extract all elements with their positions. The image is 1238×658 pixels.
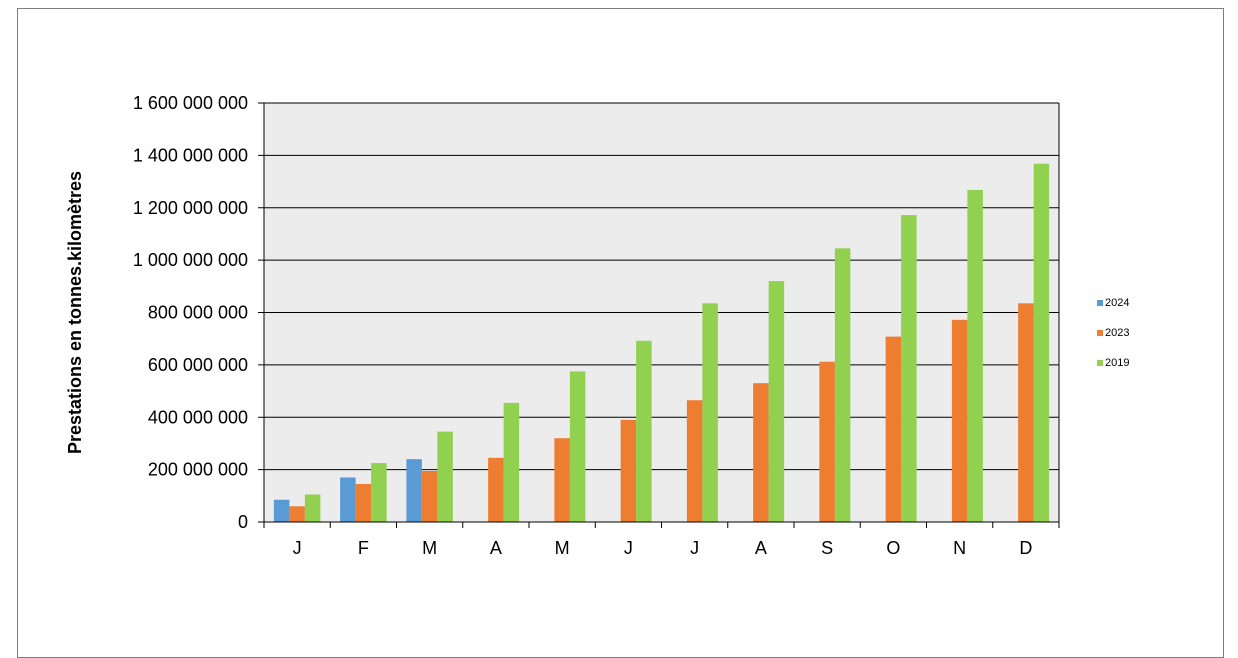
legend-swatch-2023 — [1097, 330, 1103, 336]
bar-2019-4 — [503, 402, 520, 522]
x-tick-label: D — [1019, 538, 1032, 558]
bar-2019-8 — [768, 281, 785, 522]
bars — [273, 163, 1050, 522]
bar-2019-11 — [967, 189, 983, 522]
y-tick-label: 1 600 000 000 — [133, 93, 248, 113]
x-tick-label: N — [953, 538, 966, 558]
bar-2019-12 — [1033, 163, 1050, 522]
bar-2019-9 — [834, 248, 851, 522]
x-tick-label: J — [690, 538, 699, 558]
bar-2023-12 — [1018, 303, 1034, 522]
axes — [258, 102, 1060, 528]
bar-2019-7 — [702, 303, 718, 522]
gridlines — [264, 102, 1059, 471]
legend-swatch-2019 — [1097, 360, 1103, 366]
bar-2019-6 — [636, 340, 652, 522]
x-tick-label: F — [358, 538, 369, 558]
bar-2024-3 — [406, 459, 422, 522]
legend: 2024 2023 2019 — [1097, 297, 1129, 369]
bar-2023-4 — [488, 457, 504, 522]
y-tick-labels: 0 200 000 000 400 000 000 600 000 000 800 00… — [133, 93, 248, 532]
bar-2023-2 — [355, 484, 372, 522]
bar-2023-6 — [620, 419, 637, 522]
y-tick-label: 0 — [238, 512, 248, 532]
bar-2023-10 — [885, 336, 902, 522]
x-tick-label: J — [293, 538, 302, 558]
y-tick-label: 800 000 000 — [148, 303, 248, 323]
legend-label-2019: 2019 — [1105, 357, 1129, 369]
legend-swatch-2024 — [1097, 300, 1103, 306]
x-tick-label: S — [821, 538, 833, 558]
bar-2019-1 — [304, 494, 321, 522]
bar-2019-5 — [569, 371, 586, 522]
bar-2024-1 — [273, 499, 290, 522]
bar-2024-2 — [340, 477, 356, 522]
y-tick-label: 400 000 000 — [148, 407, 248, 427]
bar-2023-1 — [289, 506, 305, 522]
bar-2023-5 — [554, 438, 570, 522]
x-tick-label: M — [422, 538, 437, 558]
bar-2019-2 — [371, 463, 387, 522]
y-axis-label: Prestations en tonnes.kilomètres — [65, 171, 85, 454]
x-tick-label: M — [555, 538, 570, 558]
y-tick-label: 600 000 000 — [148, 355, 248, 375]
bar-2023-11 — [951, 319, 968, 522]
legend-label-2023: 2023 — [1105, 327, 1129, 339]
y-tick-label: 1 000 000 000 — [133, 250, 248, 270]
bar-2023-9 — [819, 361, 835, 522]
x-tick-label: A — [755, 538, 767, 558]
x-tick-label: J — [624, 538, 633, 558]
x-tick-label: O — [886, 538, 900, 558]
bar-2023-7 — [686, 400, 703, 522]
bar-2019-3 — [437, 431, 453, 522]
bar-2019-10 — [901, 215, 917, 522]
legend-label-2024: 2024 — [1105, 297, 1129, 309]
x-tick-label: A — [490, 538, 502, 558]
y-tick-label: 200 000 000 — [148, 460, 248, 480]
bar-2023-3 — [421, 470, 438, 522]
y-tick-label: 1 200 000 000 — [133, 198, 248, 218]
y-tick-label: 1 400 000 000 — [133, 145, 248, 165]
bar-2023-8 — [753, 383, 769, 522]
